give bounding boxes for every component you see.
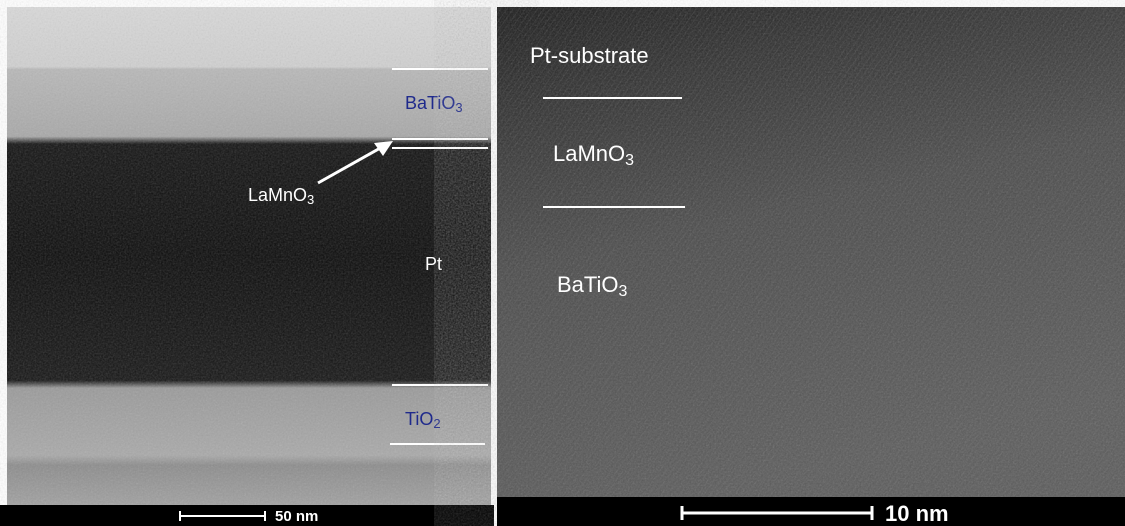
scale-label: 10 nm <box>885 501 949 526</box>
label-lamno3: LaMnO3 <box>553 141 634 169</box>
label-pt: Pt <box>425 254 442 274</box>
page: BaTiO3 LaMnO3 Pt TiO2 50 nm Pt-substrate… <box>0 0 1125 526</box>
scale-label: 50 nm <box>275 508 318 525</box>
texture <box>497 7 1125 497</box>
figure: BaTiO3 LaMnO3 Pt TiO2 50 nm Pt-substrate… <box>0 0 1125 526</box>
texture <box>7 7 491 505</box>
label-batio3: BaTiO3 <box>557 272 628 300</box>
label-pt-substrate: Pt-substrate <box>530 43 649 68</box>
label-batio3: BaTiO3 <box>405 93 463 116</box>
label-lamno3: LaMnO3 <box>248 185 314 208</box>
